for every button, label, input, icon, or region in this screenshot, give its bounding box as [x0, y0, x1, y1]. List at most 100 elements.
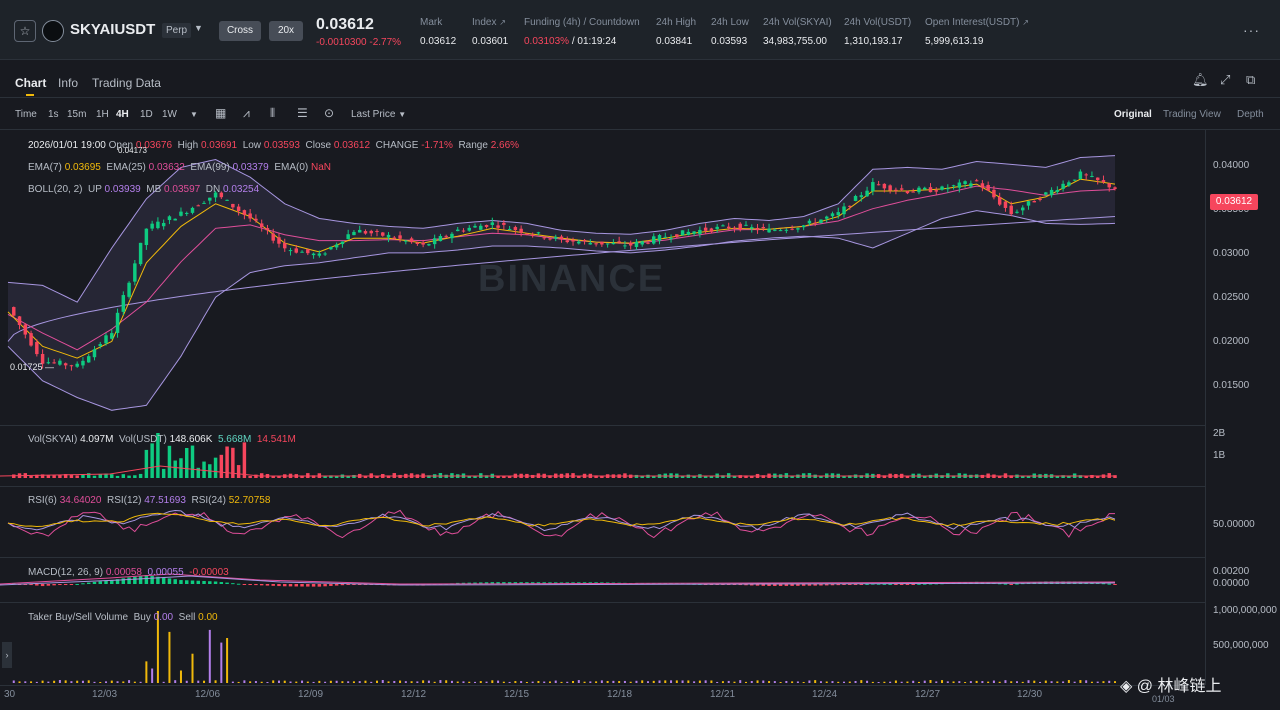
taker-volume-bar [179, 670, 182, 683]
coin-logo-icon [42, 20, 64, 42]
macd-histogram-bar [173, 579, 177, 584]
volume-bar [1113, 475, 1117, 478]
macd-histogram-bar [300, 584, 304, 587]
candle-body [946, 188, 950, 190]
symbol-name[interactable]: SKYAIUSDT [70, 21, 156, 38]
taker-volume-bar [30, 681, 33, 683]
margin-mode-button[interactable]: Cross [219, 21, 261, 41]
candle-body [934, 190, 938, 192]
candle-body [1038, 198, 1042, 200]
tab-chart[interactable]: Chart [15, 76, 47, 90]
candle-body [963, 181, 967, 185]
alert-bell-icon[interactable]: 🔔︎ [1192, 72, 1209, 87]
leverage-button[interactable]: 20x [269, 21, 303, 41]
calendar-icon[interactable]: ▦ [215, 106, 227, 120]
stat-label-open-interest[interactable]: Open Interest(USDT) ↗ [925, 17, 1029, 28]
taker-volume-bar [191, 653, 194, 683]
macd-histogram-bar [784, 584, 789, 586]
volume-bar [219, 454, 224, 478]
stat-value-mark: 0.03612 [420, 36, 457, 47]
candle-body [859, 195, 864, 198]
candle-body [369, 230, 373, 234]
candle-body [761, 227, 766, 229]
taker-volume-bar [917, 681, 920, 683]
taker-volume-bar [952, 681, 955, 683]
volume-bar [115, 475, 120, 478]
expand-panel-icon[interactable]: › [2, 642, 12, 668]
interval-dropdown-icon[interactable]: ▼ [190, 110, 198, 119]
macd-histogram-bar [882, 583, 887, 585]
view-depth[interactable]: Depth [1237, 109, 1264, 120]
volume-bar [110, 474, 114, 478]
indicator-icon[interactable]: ⩘ [243, 106, 250, 120]
taker-volume-bar [306, 681, 309, 683]
interval-1s[interactable]: 1s [48, 109, 59, 120]
candle-body [1015, 211, 1019, 213]
volume-bar [1026, 475, 1031, 478]
taker-legend: Taker Buy/Sell Volume Buy 0.00 Sell 0.00 [28, 612, 218, 623]
price-chart[interactable] [0, 130, 1205, 425]
candle-body [611, 242, 616, 245]
candle-body [1026, 201, 1031, 206]
taker-volume-bar [941, 680, 944, 683]
macd-histogram-bar [196, 580, 200, 584]
taker-volume-bar [843, 681, 846, 683]
taker-volume-bar [912, 680, 915, 683]
taker-volume-pane[interactable] [0, 603, 1205, 685]
tab-info[interactable]: Info [58, 76, 79, 90]
candle-body [507, 228, 512, 230]
user-watermark: ◈ @ 林峰链上 [1120, 678, 1222, 695]
taker-volume-bar [1114, 681, 1116, 683]
rsi-pane[interactable] [0, 487, 1205, 557]
taker-volume-bar [214, 680, 217, 683]
more-options-icon[interactable]: ··· [1243, 22, 1260, 38]
last-price-select[interactable]: Last Price ▼ [351, 109, 407, 120]
favorite-star-icon[interactable]: ☆ [14, 20, 36, 42]
volume-bar [248, 475, 252, 478]
stat-value-24h-low: 0.03593 [711, 36, 748, 47]
candle-body [554, 236, 558, 239]
candle-body [836, 212, 840, 216]
stat-label-24h-low: 24h Low [711, 17, 749, 28]
candle-type-icon[interactable]: ⫴ [270, 106, 276, 120]
drawing-tools-icon[interactable]: ☰ [297, 106, 308, 120]
candle-body [323, 253, 327, 255]
chart-settings-icon[interactable]: ⊙ [324, 106, 335, 120]
volume-pane[interactable] [0, 426, 1205, 486]
pane-divider[interactable] [0, 557, 1205, 558]
view-original[interactable]: Original [1114, 109, 1152, 120]
candle-body [473, 225, 477, 228]
interval-1w[interactable]: 1W [162, 109, 177, 120]
candle-body [577, 241, 581, 244]
macd-pane[interactable] [0, 558, 1205, 602]
tab-trading-data[interactable]: Trading Data [92, 76, 161, 90]
interval-time[interactable]: Time [15, 109, 37, 120]
taker-volume-bar [1021, 681, 1024, 683]
pane-divider[interactable] [0, 602, 1205, 603]
candle-body [17, 316, 22, 325]
taker-volume-bar [416, 681, 419, 683]
volume-bar [81, 474, 85, 478]
taker-volume-bar [208, 629, 211, 683]
interval-1d[interactable]: 1D [140, 109, 153, 120]
stat-label-index[interactable]: Index ↗ [472, 17, 506, 28]
taker-volume-bar [819, 681, 822, 683]
stat-label-funding[interactable]: Funding (4h) / Countdown [524, 17, 640, 28]
fullscreen-icon[interactable]: ⤢ [1220, 72, 1231, 87]
pane-divider[interactable] [0, 425, 1205, 426]
symbol-dropdown-icon[interactable]: ▼ [194, 23, 203, 33]
popout-window-icon[interactable]: ⧉ [1246, 72, 1256, 87]
interval-15m[interactable]: 15m [67, 109, 87, 120]
interval-1h[interactable]: 1H [96, 109, 109, 120]
rsi-legend: RSI(6) 34.64020 RSI(12) 47.51693 RSI(24)… [28, 495, 271, 506]
volume-bar [548, 475, 552, 478]
macd-histogram-bar [357, 584, 362, 585]
taker-volume-bar [877, 681, 880, 683]
interval-4h[interactable]: 4H [116, 109, 129, 120]
volume-bar [127, 475, 131, 478]
pane-divider[interactable] [0, 486, 1205, 487]
stat-label-mark[interactable]: Mark [420, 17, 443, 28]
macd-histogram-bar [490, 582, 495, 584]
view-trading-view[interactable]: Trading View [1163, 109, 1221, 120]
taker-volume-bar [70, 681, 73, 683]
